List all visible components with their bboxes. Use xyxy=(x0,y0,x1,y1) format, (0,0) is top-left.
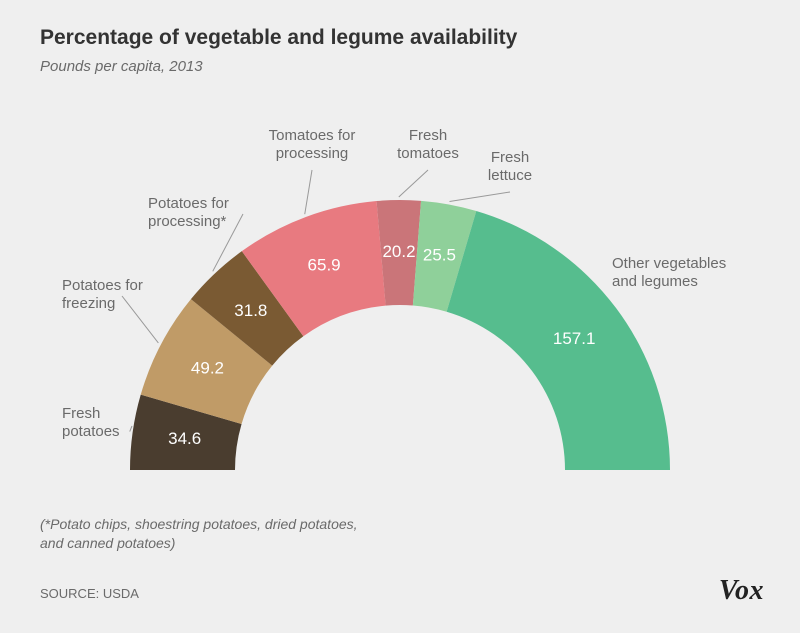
segment-value: 65.9 xyxy=(308,256,341,275)
leader-line xyxy=(449,192,510,202)
segment-label: Potatoes forprocessing* xyxy=(148,195,229,230)
leader-line xyxy=(122,296,158,343)
leader-line xyxy=(399,170,428,197)
leader-line xyxy=(305,170,312,214)
segment-value: 34.6 xyxy=(168,429,201,448)
footnote: (*Potato chips, shoestring potatoes, dri… xyxy=(40,515,358,553)
source-label: SOURCE: USDA xyxy=(40,586,139,601)
segment-value: 49.2 xyxy=(191,358,224,377)
segment-label: Freshlettuce xyxy=(488,149,532,184)
segment-label: Freshpotatoes xyxy=(62,405,120,440)
segment-value: 25.5 xyxy=(423,246,456,265)
segment-label: Tomatoes forprocessing xyxy=(269,127,356,162)
segment-label: Freshtomatoes xyxy=(397,127,459,162)
segment-value: 31.8 xyxy=(234,301,267,320)
leader-line xyxy=(130,426,132,432)
segment-value: 20.2 xyxy=(382,242,415,261)
segment-value: 157.1 xyxy=(553,329,596,348)
segment-label: Other vegetablesand legumes xyxy=(612,255,726,290)
vox-logo: Vox xyxy=(719,575,764,607)
